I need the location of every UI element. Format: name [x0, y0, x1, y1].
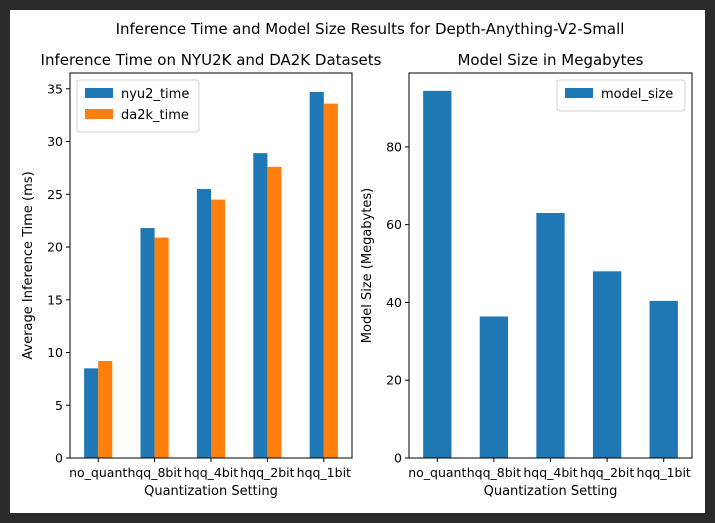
y-tick-label: 0 — [55, 451, 63, 466]
x-axis-label: Quantization Setting — [144, 484, 278, 499]
y-tick-label: 35 — [47, 81, 63, 96]
x-tick-label: hqq_1bit — [297, 465, 351, 480]
legend-label-model_size: model_size — [601, 87, 673, 102]
bar-nyu2_time-hqq_8bit — [140, 228, 155, 458]
legend: model_size — [556, 79, 686, 112]
bar-da2k_time-hqq_1bit — [323, 103, 338, 458]
y-tick-label: 80 — [386, 139, 402, 154]
bar-da2k_time-hqq_4bit — [211, 199, 226, 458]
x-tick-label: no_quant — [408, 465, 466, 480]
bar-model_size-no_quant — [423, 90, 452, 458]
legend-swatch-nyu2_time — [85, 88, 113, 98]
chart-title: Inference Time on NYU2K and DA2K Dataset… — [41, 51, 382, 69]
y-tick-label: 20 — [47, 240, 63, 255]
y-tick-label: 30 — [47, 134, 63, 149]
bar-model_size-hqq_4bit — [536, 213, 565, 458]
chart-title: Model Size in Megabytes — [457, 51, 643, 69]
figure-canvas: Inference Time and Model Size Results fo… — [21, 20, 693, 499]
legend-swatch-da2k_time — [85, 109, 113, 119]
x-tick-label: hqq_4bit — [184, 465, 238, 480]
chart-inference-time: Inference Time on NYU2K and DA2K Dataset… — [21, 51, 382, 499]
y-tick-label: 0 — [394, 451, 402, 466]
legend-box — [556, 79, 686, 112]
y-axis-label: Model Size (Megabytes) — [360, 188, 375, 343]
figure-suptitle: Inference Time and Model Size Results fo… — [116, 20, 625, 38]
y-tick-label: 5 — [55, 398, 63, 413]
x-tick-label: hqq_8bit — [127, 465, 181, 480]
bar-model_size-hqq_8bit — [479, 316, 509, 458]
bar-da2k_time-hqq_8bit — [154, 237, 169, 458]
legend-label-nyu2_time: nyu2_time — [121, 87, 189, 102]
x-tick-label: hqq_2bit — [580, 465, 634, 480]
legend: nyu2_time da2k_time — [76, 79, 200, 133]
bar-model_size-hqq_1bit — [649, 300, 678, 458]
x-tick-label: hqq_4bit — [523, 465, 577, 480]
x-axis-label: Quantization Setting — [484, 484, 618, 499]
bar-nyu2_time-hqq_1bit — [309, 91, 324, 458]
y-tick-label: 20 — [386, 373, 402, 388]
y-tick-label: 15 — [47, 292, 63, 307]
x-tick-label: hqq_8bit — [467, 465, 521, 480]
x-tick-label: hqq_1bit — [637, 465, 691, 480]
y-tick-label: 40 — [386, 295, 402, 310]
y-axis-label: Average Inference Time (ms) — [21, 171, 36, 359]
figure: Inference Time and Model Size Results fo… — [10, 10, 705, 513]
bar-da2k_time-no_quant — [98, 360, 113, 458]
legend-swatch-model_size — [565, 88, 593, 98]
y-tick-label: 60 — [386, 217, 402, 232]
x-tick-label: no_quant — [69, 465, 127, 480]
y-tick-label: 10 — [47, 345, 63, 360]
legend-label-da2k_time: da2k_time — [121, 108, 189, 123]
bar-model_size-hqq_2bit — [592, 271, 622, 458]
bar-nyu2_time-hqq_2bit — [253, 153, 268, 459]
chart-model-size: Model Size in Megabytes 0 20 40 60 80 no_quant… — [360, 51, 693, 499]
bar-nyu2_time-hqq_4bit — [196, 189, 211, 458]
y-tick-label: 25 — [47, 187, 63, 202]
x-tick-label: hqq_2bit — [240, 465, 294, 480]
bar-nyu2_time-no_quant — [84, 368, 99, 458]
bar-da2k_time-hqq_2bit — [267, 166, 282, 458]
